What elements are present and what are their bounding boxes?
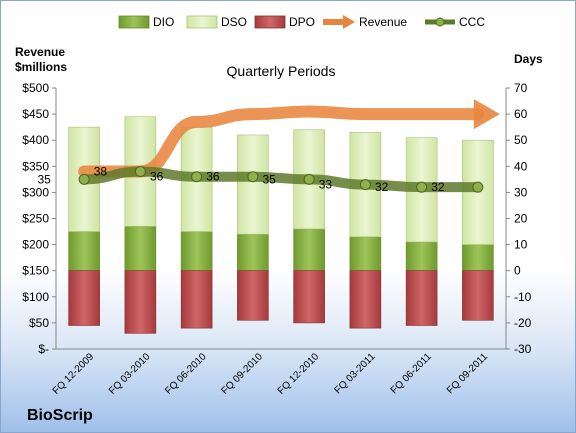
right-tick-label: 0: [514, 264, 521, 278]
legend-swatch-arrow: [343, 15, 355, 29]
right-tick-label: 10: [514, 238, 528, 252]
plot-area: $- $50 $100 $150 $200 $250 $300 $350 $400 $450 $50…: [22, 81, 531, 397]
ccc-data-label: 38: [94, 165, 108, 179]
ccc-data-label: 36: [150, 170, 164, 184]
left-axis-label-line1: Revenue: [15, 45, 65, 59]
bar-dio: [68, 231, 100, 272]
right-tick-label: -10: [514, 290, 532, 304]
left-tick-label: $100: [22, 290, 49, 304]
bar-dpo: [124, 270, 157, 334]
left-tick-label: $200: [22, 238, 49, 252]
category-label: FQ 09-2010: [219, 351, 265, 397]
left-tick-label: $300: [22, 185, 49, 199]
bar-dio: [293, 228, 325, 272]
ccc-data-label: 32: [431, 180, 445, 194]
ccc-point: [247, 171, 259, 183]
left-tick-label: $50: [29, 316, 49, 330]
legend-swatch: [186, 15, 218, 29]
ccc-data-label: 35: [262, 172, 276, 186]
chart-title: Quarterly Periods: [227, 63, 336, 79]
right-tick-label: 20: [514, 212, 528, 226]
category-label: FQ 09-2011: [445, 351, 490, 396]
legend-label: Revenue: [359, 15, 407, 29]
left-tick-label: $500: [22, 81, 49, 95]
category-label: FQ 12-2009: [51, 351, 97, 397]
bar-dio: [237, 233, 269, 272]
right-tick-label: 70: [514, 81, 528, 95]
ccc-point: [134, 166, 146, 178]
ccc-point: [303, 173, 315, 185]
revenue-arrowhead: [473, 99, 500, 130]
legend-swatch: [254, 15, 286, 29]
legend-swatch-marker: [435, 17, 445, 27]
right-tick-label: -30: [514, 342, 532, 356]
category-label: FQ 03-2011: [333, 351, 378, 396]
legend-label: DSO: [221, 15, 247, 29]
ccc-point: [191, 171, 203, 183]
category-label: FQ 03-2010: [107, 351, 153, 397]
right-tick-label: -20: [514, 316, 532, 330]
ccc-data-label: 35: [37, 172, 51, 186]
left-tick-label: $450: [22, 107, 49, 121]
left-axis-label-line2: $millions: [15, 60, 67, 74]
left-tick-label: $-: [38, 342, 49, 356]
ccc-data-label: 32: [375, 180, 389, 194]
category-label: FQ 06-2011: [389, 351, 434, 396]
left-tick-label: $250: [22, 212, 49, 226]
bar-dio: [462, 244, 494, 272]
bar-dpo: [405, 270, 438, 326]
left-tick-label: $350: [22, 159, 49, 173]
legend: DIO DSO DPO Revenue CCC: [118, 15, 485, 29]
legend-label: DPO: [289, 15, 315, 29]
ccc-point: [416, 181, 428, 193]
ccc-data-label: 33: [319, 178, 333, 192]
right-tick-label: 50: [514, 133, 528, 147]
bar-dio: [349, 236, 382, 272]
category-label: FQ 12-2010: [276, 351, 322, 397]
bar-dio: [124, 226, 157, 272]
bar-dpo: [349, 270, 382, 329]
bar-dpo: [237, 270, 269, 321]
bar-dpo: [293, 270, 325, 324]
bar-dio: [180, 231, 213, 272]
right-tick-label: 30: [514, 185, 528, 199]
ccc-data-label: 36: [206, 170, 220, 184]
legend-label: DIO: [153, 15, 174, 29]
category-label: FQ 06-2010: [163, 351, 209, 397]
left-tick-label: $400: [22, 133, 49, 147]
right-tick-label: 40: [514, 159, 528, 173]
bar-dpo: [180, 270, 213, 329]
bar-dso: [237, 134, 269, 235]
bar-dpo: [68, 270, 100, 326]
left-tick-label: $150: [22, 264, 49, 278]
right-tick-label: 60: [514, 107, 528, 121]
ccc-point: [359, 179, 371, 191]
bar-dio: [405, 241, 438, 272]
ccc-point: [78, 173, 90, 185]
right-axis-label: Days: [514, 52, 543, 66]
company-name: BioScrip: [27, 407, 93, 424]
ccc-point: [472, 181, 484, 193]
legend-swatch: [118, 15, 150, 29]
bar-dpo: [462, 270, 494, 321]
legend-label: CCC: [459, 15, 485, 29]
